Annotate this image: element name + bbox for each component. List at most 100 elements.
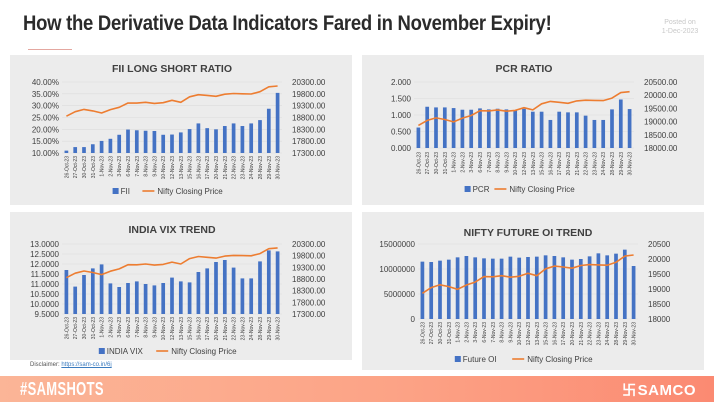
chart-title: FII LONG SHORT RATIO [112, 63, 232, 75]
bar-india-vix [152, 285, 157, 314]
bar-fii [117, 134, 122, 153]
bar-fii [143, 130, 148, 153]
left-axis-tick-label: 13.0000 [30, 240, 59, 249]
right-axis-tick-label: 19500.00 [644, 104, 678, 113]
x-axis-tick-label: 21-Nov-23 [579, 322, 585, 346]
x-axis-tick-label: 7-Nov-23 [135, 156, 141, 177]
right-axis-tick-label: 19300.00 [292, 102, 326, 111]
x-axis-tick-label: 27-Oct-23 [73, 317, 79, 339]
x-axis-tick-label: 30-Nov-23 [632, 322, 638, 346]
x-axis-tick-label: 13-Nov-23 [535, 322, 541, 346]
bar-pcr [495, 108, 500, 148]
bar-pcr [627, 109, 632, 148]
bar-future-oi [508, 256, 513, 319]
x-axis-tick-label: 7-Nov-23 [135, 317, 141, 338]
left-axis-tick-label: 15.00% [32, 137, 59, 146]
x-axis-tick-label: 30-Nov-23 [276, 156, 282, 180]
bar-future-oi [561, 257, 566, 319]
line-nifty-closing-price [66, 85, 278, 117]
left-axis-tick-label: 25.00% [32, 114, 59, 123]
page-title: How the Derivative Data Indicators Fared… [23, 12, 552, 35]
chart-legend: FII Nifty Closing Price [112, 187, 223, 196]
hashtag-label: #SAMSHOTS [20, 379, 104, 399]
x-axis-tick-label: 28-Nov-23 [258, 317, 264, 341]
x-axis-tick-label: 30-Nov-23 [628, 152, 634, 176]
right-axis-tick-label: 18000.00 [644, 144, 678, 153]
footer-banner: #SAMSHOTS 卐SAMCO [0, 376, 714, 402]
x-axis-tick-label: 29-Nov-23 [267, 317, 273, 341]
bar-pcr [460, 109, 465, 148]
x-axis-tick-label: 16-Nov-23 [548, 152, 554, 176]
right-axis-tick-label: 19000.00 [644, 118, 678, 127]
chart-panel-pcr: PCR RATIO 0.000 0.500 1.000 1.500 2.000 18000.… [362, 55, 704, 205]
right-axis-tick-label: 17800.00 [292, 298, 326, 307]
left-axis-tick-label: 10.00% [32, 149, 59, 158]
x-axis-tick-label: 8-Nov-23 [144, 156, 150, 177]
x-axis-tick-label: 24-Nov-23 [249, 317, 255, 341]
bar-future-oi [605, 255, 610, 319]
left-axis-tick-label: 1.500 [391, 95, 412, 104]
left-axis-tick-label: 0 [411, 315, 416, 324]
x-axis-tick-label: 30-Oct-23 [82, 156, 88, 178]
x-axis-tick-label: 12-Nov-23 [522, 152, 528, 176]
x-axis-tick-label: 31-Oct-23 [443, 152, 449, 174]
bar-india-vix [266, 250, 271, 314]
bar-fii [152, 130, 157, 153]
legend-swatch-bar [464, 186, 471, 192]
bar-pcr [548, 119, 553, 148]
x-axis-tick-label: 13-Nov-23 [531, 152, 537, 176]
chart-legend: Future OI Nifty Closing Price [454, 355, 593, 364]
bar-india-vix [187, 282, 192, 314]
x-axis-tick-label: 29-Nov-23 [623, 322, 629, 346]
posted-label: Posted on [664, 19, 696, 26]
bar-future-oi [552, 256, 557, 319]
x-axis-tick-label: 26-Oct-23 [64, 156, 70, 178]
bar-fii [231, 123, 236, 153]
disclaimer-link[interactable]: https://sam-co.in/6j [61, 362, 112, 368]
x-axis-tick-label: 2-Nov-23 [108, 317, 114, 338]
x-axis-tick-label: 10-Nov-23 [161, 317, 167, 341]
legend-swatch-bar [98, 348, 105, 354]
x-axis-tick-label: 6-Nov-23 [126, 156, 132, 177]
left-axis-tick-label: 0.500 [391, 128, 412, 137]
x-axis-tick-label: 28-Nov-23 [614, 322, 620, 346]
line-nifty-closing-price [421, 254, 634, 294]
x-axis-tick-label: 6-Nov-23 [126, 317, 132, 338]
left-axis-tick-label: 30.00% [32, 102, 59, 111]
chart-vix: INDIA VIX TREND 9.500010.000010.500011.00… [30, 224, 326, 356]
x-axis-tick-label: 22-Nov-23 [232, 317, 238, 341]
left-axis-tick-label: 0.000 [391, 144, 412, 153]
left-axis-tick-label: 12.5000 [30, 250, 59, 259]
right-axis-tick-label: 20500.00 [644, 78, 678, 87]
x-axis-tick-label: 3-Nov-23 [473, 322, 479, 343]
right-axis-tick-label: 20000 [648, 255, 671, 264]
bar-future-oi [482, 258, 486, 319]
bar-india-vix [240, 278, 245, 314]
legend-label-line: Nifty Closing Price [171, 347, 237, 356]
right-axis-tick-label: 19500 [648, 270, 671, 279]
bar-india-vix [99, 264, 104, 314]
x-axis-tick-label: 23-Nov-23 [592, 152, 598, 176]
x-axis-tick-label: 27-Oct-23 [429, 322, 435, 344]
bar-future-oi [517, 257, 522, 319]
disclaimer-label: Disclaimer: [30, 362, 60, 368]
left-axis-tick-label: 10000000 [379, 265, 415, 274]
x-axis-tick-label: 22-Nov-23 [584, 152, 590, 176]
bar-fii [275, 92, 280, 153]
left-axis-tick-label: 20.00% [32, 125, 59, 134]
bar-pcr [504, 109, 509, 148]
right-axis-tick-label: 19800.00 [292, 252, 326, 261]
x-axis-tick-label: 24-Nov-23 [249, 156, 255, 180]
bar-pcr [442, 107, 447, 148]
chart-panel-fii: FII LONG SHORT RATIO 10.00% 15.00% 20.00% 25… [10, 55, 352, 205]
bar-india-vix [178, 281, 183, 314]
bar-india-vix [231, 267, 236, 314]
right-axis-tick-label: 20000.00 [644, 91, 678, 100]
chart-oi: NIFTY FUTURE OI TREND 0 5000000 10000000 150… [379, 227, 671, 364]
x-axis-tick-label: 1-Nov-23 [456, 322, 462, 343]
bar-pcr [530, 111, 535, 148]
right-axis-tick-label: 19800.00 [292, 90, 326, 99]
x-axis-tick-label: 21-Nov-23 [223, 317, 229, 341]
bar-future-oi [534, 256, 539, 319]
x-axis-tick-label: 26-Oct-23 [64, 317, 70, 339]
